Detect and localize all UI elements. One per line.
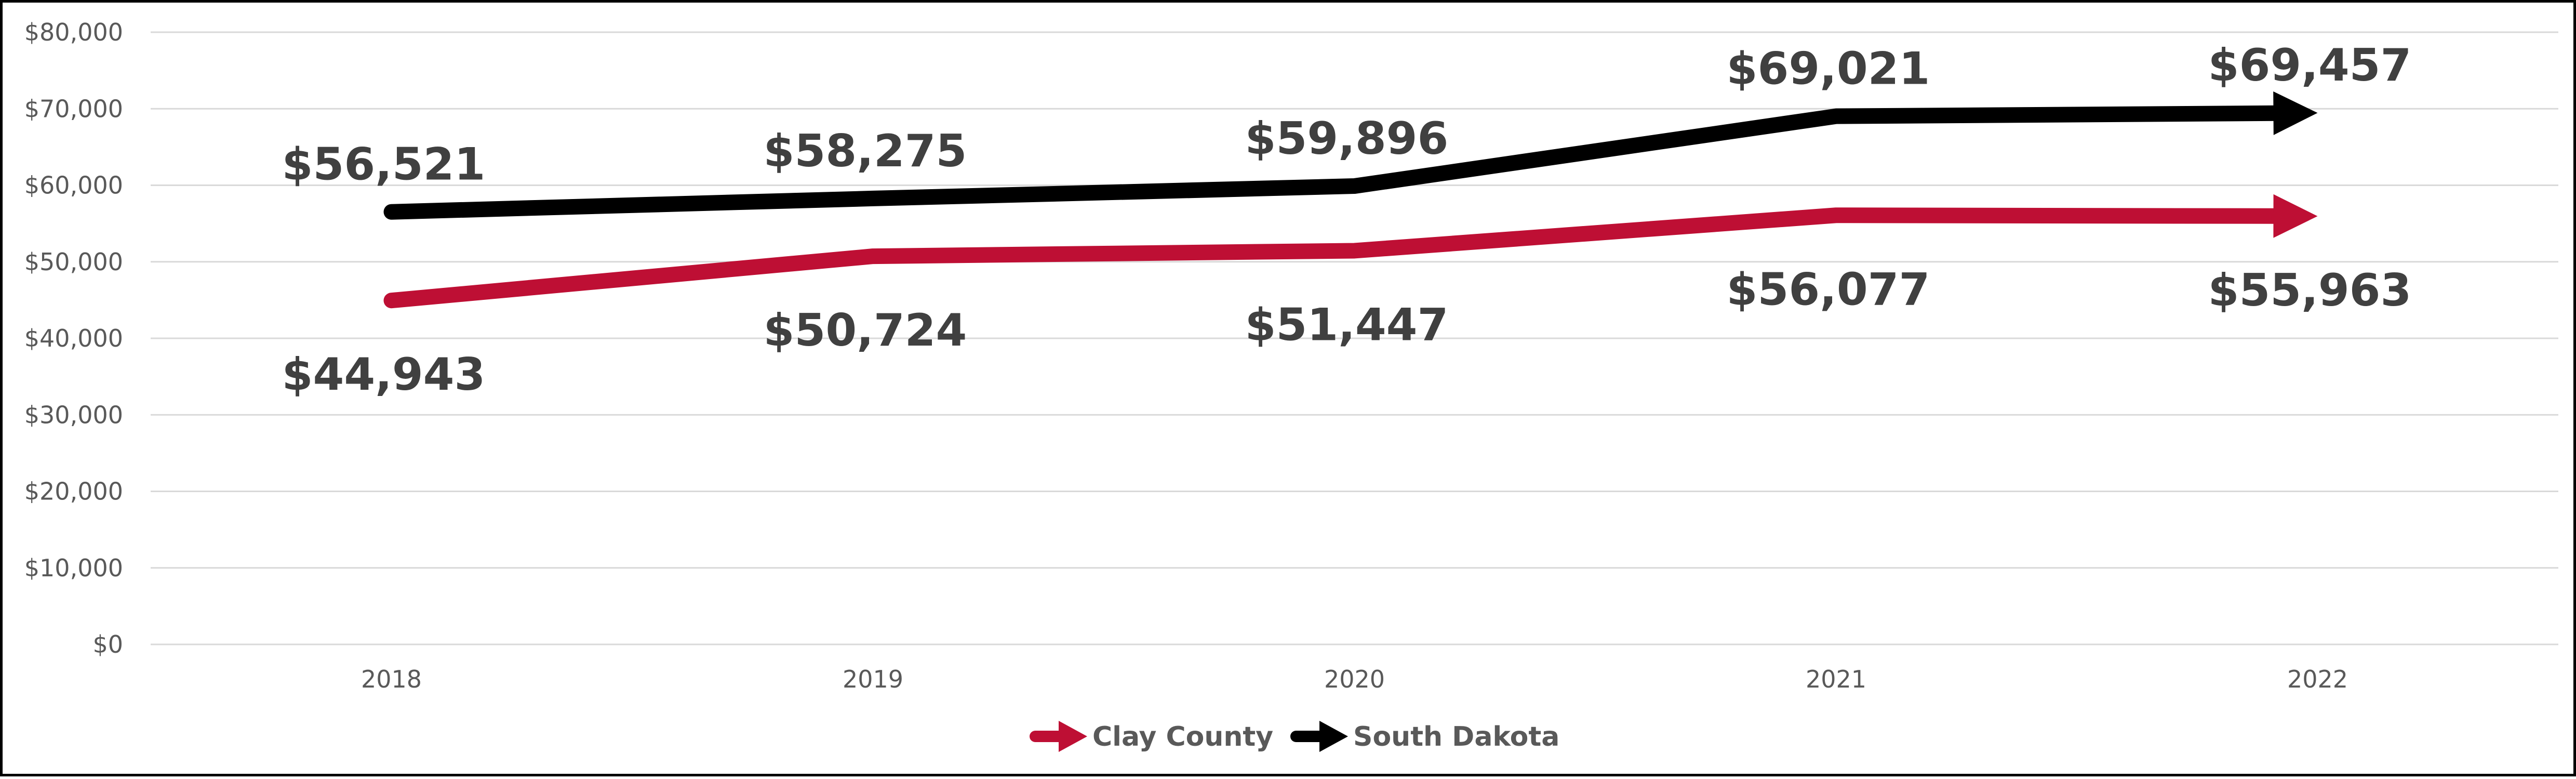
legend-item: Clay County: [1030, 721, 1273, 752]
series-end-arrow: [2273, 194, 2318, 238]
data-label: $56,077: [1727, 263, 1930, 315]
legend-label: South Dakota: [1353, 721, 1559, 752]
y-tick-label: $60,000: [24, 171, 123, 200]
data-label: $44,943: [282, 349, 486, 401]
legend: Clay County South Dakota: [1030, 721, 1559, 752]
x-tick-label: 2020: [1324, 665, 1385, 693]
data-label: $50,724: [764, 305, 967, 357]
y-tick-label: $40,000: [24, 324, 123, 352]
x-tick-label: 2021: [1806, 665, 1866, 693]
data-label: $69,021: [1727, 43, 1930, 95]
legend-arrow-icon: [1059, 721, 1087, 752]
data-label: $58,275: [764, 125, 967, 177]
data-label: $69,457: [2208, 39, 2412, 91]
x-tick-label: 2022: [2287, 665, 2348, 693]
series-clay-county: $44,943 $50,724 $51,447 $56,077 $55,963: [282, 194, 2412, 401]
line-chart: $0 $10,000 $20,000 $30,000 $40,000 $50,000 $60…: [24, 18, 2558, 752]
y-tick-label: $0: [92, 630, 123, 658]
series-line: [383, 207, 2287, 309]
y-tick-label: $20,000: [24, 478, 123, 506]
data-label: $59,896: [1245, 113, 1449, 165]
y-axis-tick-labels: $0 $10,000 $20,000 $30,000 $40,000 $50,000 $60…: [24, 18, 123, 658]
series-south-dakota: $56,521 $58,275 $59,896 $69,021 $69,457: [282, 39, 2412, 220]
x-tick-label: 2019: [843, 665, 903, 693]
legend-arrow-icon: [1319, 721, 1348, 752]
y-tick-label: $70,000: [24, 95, 123, 123]
y-tick-label: $80,000: [24, 18, 123, 46]
data-label: $51,447: [1245, 299, 1449, 351]
series-line: [383, 105, 2287, 220]
legend-item: South Dakota: [1290, 721, 1559, 752]
x-axis-tick-labels: 2018 2019 2020 2021 2022: [361, 665, 2348, 693]
y-tick-label: $10,000: [24, 554, 123, 582]
y-gridlines: [151, 31, 2558, 645]
series-end-arrow: [2273, 91, 2318, 135]
x-tick-label: 2018: [361, 665, 422, 693]
legend-label: Clay County: [1092, 721, 1273, 752]
y-tick-label: $30,000: [24, 401, 123, 429]
y-tick-label: $50,000: [24, 248, 123, 276]
data-label: $56,521: [282, 139, 486, 191]
data-label: $55,963: [2208, 265, 2412, 316]
